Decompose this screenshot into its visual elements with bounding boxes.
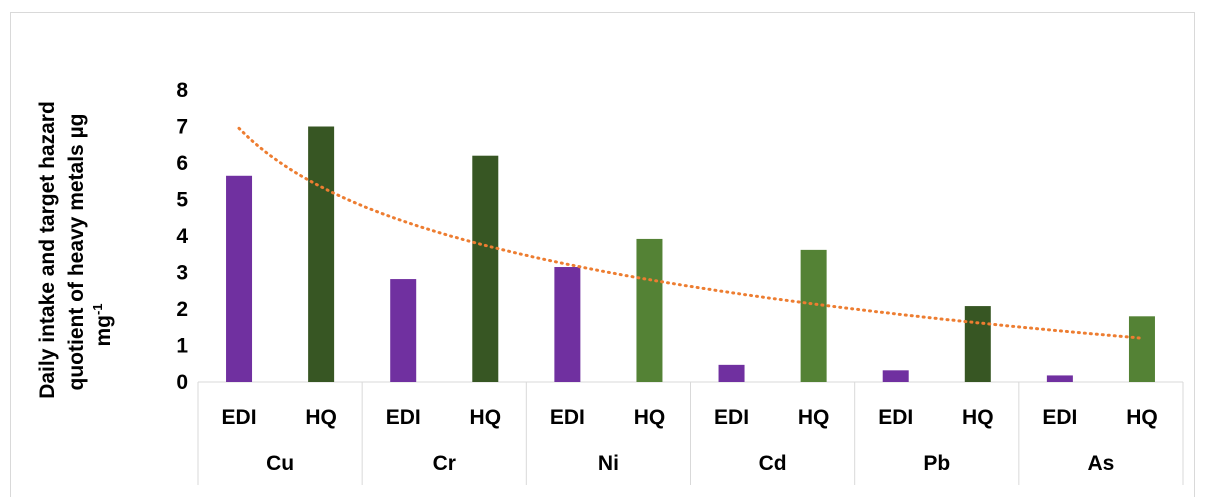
x-group-label: Ni: [598, 452, 619, 475]
y-tick-label: 8: [176, 79, 188, 102]
x-sublabel: EDI: [1042, 406, 1077, 429]
bar-cu-edi: [226, 175, 253, 382]
x-sublabel: EDI: [878, 406, 913, 429]
x-group-label: As: [1087, 452, 1114, 475]
x-group-label: Cd: [759, 452, 787, 475]
x-group-label: Cr: [433, 452, 456, 475]
bar-pb-edi: [882, 370, 909, 382]
x-sublabel: HQ: [305, 406, 337, 429]
trendline: [237, 126, 1144, 340]
bar-cr-hq: [472, 155, 499, 382]
x-axis-group-labels: Cu Cr Ni Cd Pb As: [266, 452, 1114, 475]
x-sublabel: HQ: [962, 406, 994, 429]
bar-cr-edi: [390, 279, 417, 382]
y-axis-ticks: 0 1 2 3 4 5 6 7 8: [176, 79, 188, 394]
x-sublabel: HQ: [798, 406, 830, 429]
x-group-label: Cu: [266, 452, 294, 475]
y-tick-label: 2: [176, 298, 188, 321]
y-axis-title-line-2: quotient of heavy metals µg: [65, 114, 88, 391]
x-sublabel: HQ: [634, 406, 666, 429]
chart-area: [10, 12, 1195, 497]
bar-as-hq: [1128, 316, 1155, 382]
y-axis-title: Daily intake and target hazard quotient …: [36, 101, 115, 399]
x-sublabel: EDI: [714, 406, 749, 429]
bars: [226, 126, 1155, 382]
y-tick-label: 5: [176, 189, 188, 212]
y-axis-unit: mg: [92, 315, 115, 347]
x-axis-sublabels: EDI HQ EDI HQ EDI HQ EDI HQ EDI HQ EDI HQ: [222, 406, 1158, 429]
y-tick-label: 4: [176, 225, 188, 248]
y-axis-title-line-3: mg-1: [90, 303, 115, 346]
y-tick-label: 6: [176, 152, 188, 175]
y-tick-label: 0: [176, 371, 188, 394]
y-axis-title-line-1: Daily intake and target hazard: [36, 101, 59, 399]
trendline-path: [237, 126, 1144, 340]
y-tick-label: 3: [176, 262, 188, 285]
bar-as-edi: [1046, 375, 1073, 382]
y-tick-label: 1: [176, 335, 188, 358]
x-sublabel: HQ: [470, 406, 502, 429]
x-group-label: Pb: [923, 452, 950, 475]
bar-cu-hq: [308, 126, 335, 382]
category-separators: [197, 381, 1184, 485]
x-sublabel: EDI: [386, 406, 421, 429]
bar-pb-hq: [964, 306, 991, 382]
x-sublabel: EDI: [550, 406, 585, 429]
bar-ni-edi: [554, 267, 581, 382]
y-tick-label: 7: [176, 116, 188, 139]
bar-cd-hq: [800, 249, 827, 382]
x-sublabel: EDI: [222, 406, 257, 429]
x-sublabel: HQ: [1126, 406, 1158, 429]
y-axis-unit-superscript: -1: [90, 303, 105, 315]
bar-ni-hq: [636, 238, 663, 382]
bar-cd-edi: [718, 364, 745, 382]
